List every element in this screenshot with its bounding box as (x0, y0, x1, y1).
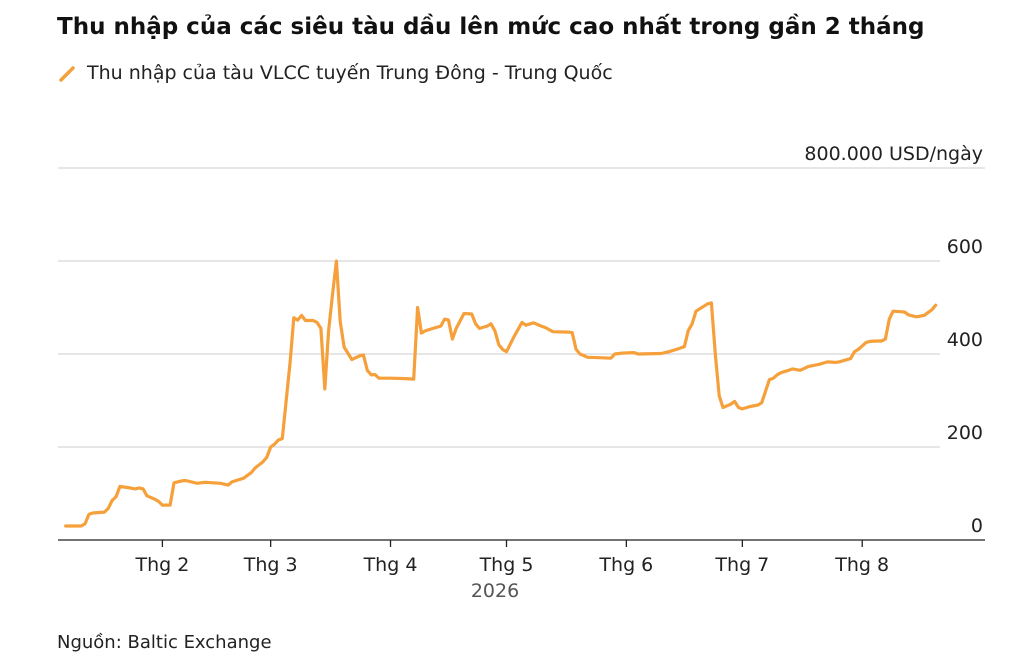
x-tick-label: Thg 8 (834, 554, 889, 576)
y-unit-label: 800.000 USD/ngày (804, 143, 983, 165)
legend-series-label: Thu nhập của tàu VLCC tuyến Trung Đông -… (87, 62, 613, 84)
x-tick-label: Thg 6 (598, 554, 653, 576)
y-tick-label: 200 (947, 422, 983, 444)
x-tick-label: Thg 5 (479, 554, 534, 576)
x-tick-label: Thg 7 (714, 554, 769, 576)
source-note: Nguồn: Baltic Exchange (57, 632, 272, 653)
x-year-label: 2026 (471, 580, 519, 602)
chart-title: Thu nhập của các siêu tàu dầu lên mức ca… (57, 14, 925, 40)
x-tick-label: Thg 2 (134, 554, 189, 576)
y-tick-label: 600 (947, 236, 983, 258)
x-tick-label: Thg 3 (243, 554, 298, 576)
legend-line-swatch-icon (59, 66, 75, 82)
y-tick-label: 400 (947, 329, 983, 351)
series-line (64, 259, 938, 528)
y-tick-label: 0 (971, 515, 983, 537)
chart-legend: Thu nhập của tàu VLCC tuyến Trung Đông -… (57, 60, 613, 86)
x-tick-label: Thg 4 (363, 554, 418, 576)
